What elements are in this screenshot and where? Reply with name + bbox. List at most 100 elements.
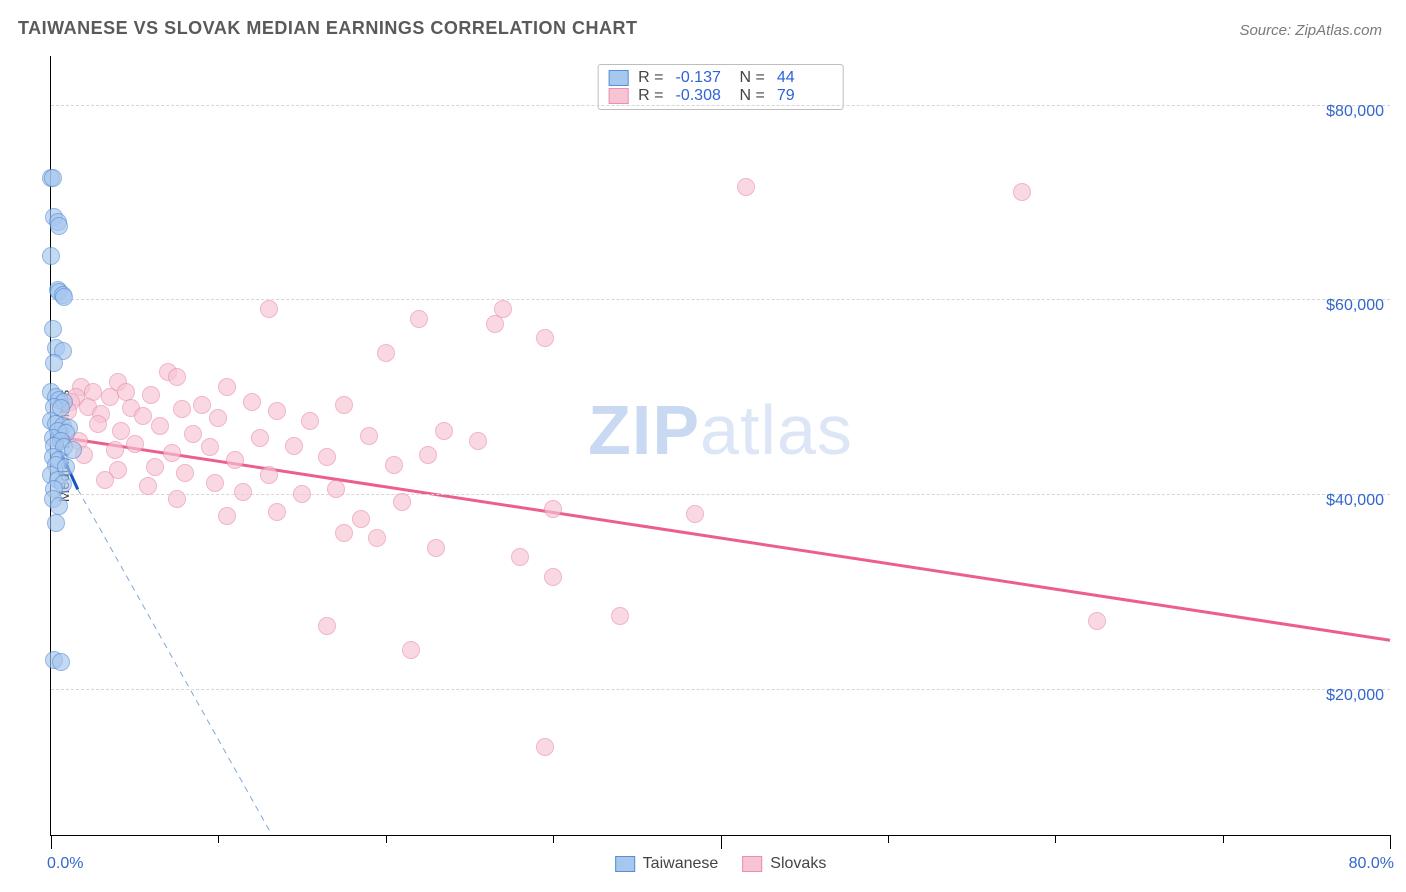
point-slovaks [536, 738, 554, 756]
point-slovaks [163, 444, 181, 462]
y-tick-label: $40,000 [1326, 492, 1384, 510]
point-taiwanese [47, 514, 65, 532]
point-slovaks [206, 474, 224, 492]
point-slovaks [151, 417, 169, 435]
point-slovaks [193, 396, 211, 414]
x-tick-minor [386, 835, 387, 843]
point-slovaks [335, 396, 353, 414]
x-tick-minor [218, 835, 219, 843]
point-slovaks [318, 448, 336, 466]
y-tick-label: $60,000 [1326, 297, 1384, 315]
point-slovaks [536, 329, 554, 347]
x-tick-minor [1223, 835, 1224, 843]
point-slovaks [385, 456, 403, 474]
trend-line [51, 436, 1390, 640]
point-taiwanese [42, 247, 60, 265]
point-slovaks [1013, 183, 1031, 201]
point-slovaks [168, 368, 186, 386]
point-slovaks [218, 507, 236, 525]
point-slovaks [243, 393, 261, 411]
point-taiwanese [50, 217, 68, 235]
point-slovaks [96, 471, 114, 489]
point-slovaks [226, 451, 244, 469]
point-slovaks [469, 432, 487, 450]
point-taiwanese [44, 320, 62, 338]
point-slovaks [293, 485, 311, 503]
point-slovaks [419, 446, 437, 464]
x-tick-minor [888, 835, 889, 843]
point-slovaks [260, 466, 278, 484]
point-taiwanese [45, 354, 63, 372]
point-slovaks [134, 407, 152, 425]
point-slovaks [1088, 612, 1106, 630]
y-tick-label: $20,000 [1326, 687, 1384, 705]
point-slovaks [201, 438, 219, 456]
series-label-slovaks: Slovaks [770, 855, 826, 872]
point-slovaks [168, 490, 186, 508]
gridline [51, 105, 1390, 106]
series-label-taiwanese: Taiwanese [643, 855, 719, 872]
chart-title: TAIWANESE VS SLOVAK MEDIAN EARNINGS CORR… [18, 18, 638, 39]
point-slovaks [686, 505, 704, 523]
x-axis-max-label: 80.0% [1349, 855, 1394, 873]
x-axis-min-label: 0.0% [47, 855, 83, 873]
swatch-taiwanese [615, 856, 635, 872]
gridline [51, 689, 1390, 690]
point-slovaks [368, 529, 386, 547]
x-tick-major [51, 835, 52, 849]
point-slovaks [218, 378, 236, 396]
point-slovaks [402, 641, 420, 659]
x-tick-major [721, 835, 722, 849]
point-slovaks [142, 386, 160, 404]
point-slovaks [260, 300, 278, 318]
swatch-slovaks [742, 856, 762, 872]
source-attribution: Source: ZipAtlas.com [1239, 22, 1382, 39]
point-slovaks [410, 310, 428, 328]
point-slovaks [544, 500, 562, 518]
point-slovaks [318, 617, 336, 635]
point-slovaks [268, 503, 286, 521]
point-slovaks [101, 388, 119, 406]
trend-lines-layer [51, 56, 1390, 835]
point-slovaks [146, 458, 164, 476]
point-slovaks [285, 437, 303, 455]
point-slovaks [327, 480, 345, 498]
point-slovaks [737, 178, 755, 196]
point-slovaks [544, 568, 562, 586]
point-slovaks [377, 344, 395, 362]
point-slovaks [251, 429, 269, 447]
point-slovaks [352, 510, 370, 528]
x-tick-major [1390, 835, 1391, 849]
x-tick-minor [1055, 835, 1056, 843]
point-slovaks [117, 383, 135, 401]
point-slovaks [173, 400, 191, 418]
point-taiwanese [44, 169, 62, 187]
point-slovaks [335, 524, 353, 542]
point-slovaks [511, 548, 529, 566]
point-slovaks [176, 464, 194, 482]
point-taiwanese [55, 288, 73, 306]
point-slovaks [89, 415, 107, 433]
x-tick-minor [553, 835, 554, 843]
point-slovaks [126, 435, 144, 453]
point-slovaks [393, 493, 411, 511]
point-slovaks [106, 441, 124, 459]
legend-item-taiwanese: Taiwanese [615, 855, 719, 873]
point-slovaks [268, 402, 286, 420]
point-slovaks [139, 477, 157, 495]
series-legend: Taiwanese Slovaks [615, 855, 827, 873]
point-slovaks [234, 483, 252, 501]
point-slovaks [427, 539, 445, 557]
gridline [51, 299, 1390, 300]
point-slovaks [184, 425, 202, 443]
point-slovaks [486, 315, 504, 333]
trend-line [78, 489, 272, 835]
point-taiwanese [50, 497, 68, 515]
point-slovaks [360, 427, 378, 445]
legend-item-slovaks: Slovaks [742, 855, 826, 873]
point-slovaks [611, 607, 629, 625]
point-slovaks [209, 409, 227, 427]
point-slovaks [301, 412, 319, 430]
point-taiwanese [52, 653, 70, 671]
scatter-plot: ZIPatlas R = -0.137 N = 44 R = -0.308 N … [50, 56, 1390, 836]
